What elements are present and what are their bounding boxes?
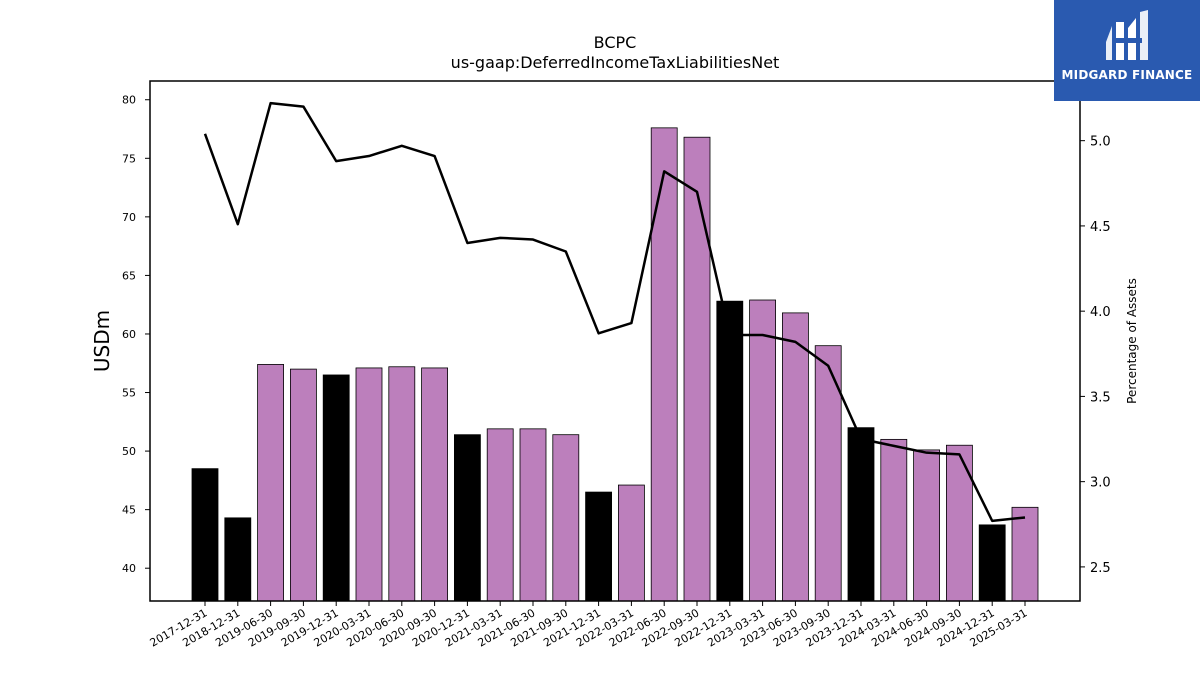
percentage-of-assets-line xyxy=(203,101,1026,523)
y-axis-left: 40 45 50 55 60 65 70 75 80 xyxy=(122,94,150,575)
y-tick-label-right: 3.0 xyxy=(1090,476,1111,491)
bar-2024-12-31 xyxy=(978,524,1006,602)
y-tick-label-left: 65 xyxy=(122,269,136,282)
chart-subtitle: us-gaap:DeferredIncomeTaxLiabilitiesNet xyxy=(451,53,780,72)
bar-2019-06-30 xyxy=(257,364,285,602)
bar-2019-12-31 xyxy=(322,374,350,602)
bar-2022-12-31 xyxy=(716,300,744,602)
bar-2021-09-30 xyxy=(552,434,580,602)
y-tick-label-right: 2.5 xyxy=(1090,561,1111,576)
y-tick-label-left: 55 xyxy=(122,387,136,400)
y-axis-label-left: USDm xyxy=(90,310,114,372)
y-axis-right: 2.5 3.0 3.5 4.0 4.5 5.0 xyxy=(1080,135,1111,576)
bar-2017-12-31 xyxy=(191,468,219,602)
plot-frame xyxy=(149,80,1081,602)
y-tick-label-left: 40 xyxy=(122,562,136,575)
bar-2024-06-30 xyxy=(913,449,940,602)
bar-2021-12-31 xyxy=(585,491,612,602)
y-tick-label-right: 5.0 xyxy=(1090,135,1111,150)
bar-2023-12-31 xyxy=(847,427,875,602)
bar-2022-09-30 xyxy=(683,136,711,602)
y-tick-label-right: 4.0 xyxy=(1090,305,1111,320)
bar-2023-09-30 xyxy=(814,345,842,602)
bar-2022-03-31 xyxy=(618,484,645,602)
y-tick-label-right: 3.5 xyxy=(1090,390,1111,405)
y-tick-label-left: 75 xyxy=(122,152,136,165)
bar-2018-12-31 xyxy=(224,517,252,602)
bar-2021-06-30 xyxy=(519,428,547,602)
x-axis: 2017-12-312018-12-312019-06-302019-09-30… xyxy=(148,601,1030,650)
brand-logo: MIDGARD FINANCE xyxy=(1054,0,1200,101)
y-tick-label-left: 80 xyxy=(122,94,136,107)
bar-2023-03-31 xyxy=(749,299,776,602)
bar-2024-03-31 xyxy=(880,438,908,602)
y-tick-label-left: 70 xyxy=(122,211,136,224)
line-group xyxy=(203,101,1026,523)
y-axis-label-right: Percentage of Assets xyxy=(1125,278,1139,404)
y-tick-label-left: 50 xyxy=(122,445,136,458)
bar-2021-03-31 xyxy=(486,428,514,602)
bar-2020-09-30 xyxy=(421,367,449,602)
bar-2024-09-30 xyxy=(946,444,973,602)
y-tick-label-left: 60 xyxy=(122,328,136,341)
chart-title: BCPC xyxy=(594,33,637,52)
bar-group xyxy=(191,127,1039,602)
bar-2023-06-30 xyxy=(782,312,809,602)
logo-text: MIDGARD FINANCE xyxy=(1061,68,1193,82)
bar-2020-12-31 xyxy=(453,434,481,602)
logo-mark-icon xyxy=(1106,10,1148,60)
bar-2019-09-30 xyxy=(289,368,317,602)
y-tick-label-left: 45 xyxy=(122,504,136,517)
y-tick-label-right: 4.5 xyxy=(1090,220,1111,235)
bar-2020-03-31 xyxy=(355,367,383,602)
bar-2022-06-30 xyxy=(650,127,678,602)
bar-2025-03-31 xyxy=(1011,506,1039,602)
bar-2020-06-30 xyxy=(388,366,416,602)
